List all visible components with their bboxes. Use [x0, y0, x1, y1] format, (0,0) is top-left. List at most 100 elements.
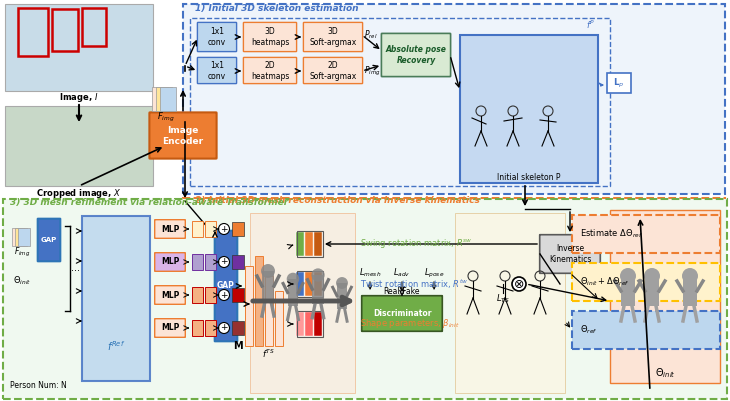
Text: GAP: GAP: [41, 237, 57, 243]
Text: $f^{Ref}$: $f^{Ref}$: [107, 339, 125, 353]
Text: 1) Initial 3D skeleton estimation: 1) Initial 3D skeleton estimation: [195, 4, 358, 12]
Text: $\Theta_{init}+\Delta\Theta_{ref}$: $\Theta_{init}+\Delta\Theta_{ref}$: [580, 276, 630, 288]
Circle shape: [336, 277, 348, 289]
Bar: [683, 276, 697, 306]
Bar: [265, 276, 273, 346]
Text: Shape parameters, $\beta_{init}$: Shape parameters, $\beta_{init}$: [360, 318, 460, 330]
Bar: [610, 210, 720, 383]
Circle shape: [218, 223, 229, 235]
Bar: [460, 35, 598, 183]
Bar: [52, 9, 78, 51]
Bar: [183, 4, 725, 194]
Bar: [275, 291, 283, 346]
Text: +: +: [220, 257, 228, 267]
Text: Person Num: N: Person Num: N: [10, 381, 66, 391]
Bar: [18, 8, 48, 56]
Circle shape: [644, 268, 660, 284]
Bar: [245, 266, 253, 346]
Bar: [305, 312, 313, 336]
Text: M: M: [233, 341, 243, 351]
Text: $L_{mesh}$: $L_{mesh}$: [359, 267, 381, 279]
Text: Estimate $\Delta\Theta_{ref}$: Estimate $\Delta\Theta_{ref}$: [580, 228, 643, 240]
Bar: [82, 8, 106, 46]
Text: Absolute pose
Recovery: Absolute pose Recovery: [385, 45, 447, 65]
Text: Initial skeleton P: Initial skeleton P: [497, 172, 561, 182]
Circle shape: [261, 264, 275, 278]
Bar: [205, 320, 216, 336]
FancyBboxPatch shape: [155, 319, 185, 337]
Text: +: +: [220, 225, 228, 233]
Text: Swing rotation matrix, $R^{sw}$: Swing rotation matrix, $R^{sw}$: [360, 237, 472, 251]
Bar: [337, 283, 347, 308]
Circle shape: [218, 322, 229, 334]
Text: Cropped image, $X$: Cropped image, $X$: [36, 186, 122, 200]
Bar: [15, 228, 27, 246]
Bar: [232, 288, 244, 302]
Text: $F_{img}$: $F_{img}$: [14, 245, 30, 259]
Bar: [3, 199, 727, 399]
Bar: [18, 228, 30, 246]
Text: ...: ...: [71, 263, 80, 273]
Text: $f^{TS}$: $f^{TS}$: [261, 348, 274, 360]
Bar: [232, 255, 244, 269]
Text: +: +: [220, 290, 228, 300]
FancyBboxPatch shape: [197, 57, 237, 83]
Bar: [455, 213, 565, 393]
Text: 3) 3D mesh refinement via relation-aware Transformer: 3) 3D mesh refinement via relation-aware…: [10, 198, 288, 207]
Text: 2) Initial 3D mesh reconstruction via inverse kinematics: 2) Initial 3D mesh reconstruction via in…: [195, 196, 480, 205]
FancyBboxPatch shape: [304, 22, 363, 52]
Text: Inverse
Kinematics: Inverse Kinematics: [549, 244, 591, 264]
Bar: [190, 18, 610, 186]
Bar: [232, 321, 244, 335]
Text: $f^P$: $f^P$: [586, 19, 595, 31]
Bar: [314, 272, 322, 296]
FancyBboxPatch shape: [215, 231, 237, 341]
Text: $\Theta_{init}$: $\Theta_{init}$: [655, 366, 675, 380]
Bar: [232, 222, 244, 236]
Bar: [297, 231, 323, 257]
FancyBboxPatch shape: [243, 22, 296, 52]
Text: GAP: GAP: [217, 282, 235, 290]
Bar: [152, 87, 168, 111]
Bar: [205, 287, 216, 303]
Bar: [255, 256, 263, 346]
Circle shape: [620, 268, 636, 284]
Bar: [296, 272, 304, 296]
Text: +: +: [220, 324, 228, 332]
FancyBboxPatch shape: [155, 286, 185, 304]
Bar: [156, 87, 172, 111]
FancyBboxPatch shape: [304, 57, 363, 83]
Bar: [314, 312, 322, 336]
Bar: [82, 216, 150, 381]
Text: Image
Encoder: Image Encoder: [163, 126, 204, 146]
FancyBboxPatch shape: [243, 57, 296, 83]
Bar: [296, 232, 304, 256]
Bar: [312, 275, 323, 304]
Bar: [296, 312, 304, 336]
Text: $L_{TS}$: $L_{TS}$: [496, 293, 510, 305]
Circle shape: [312, 268, 325, 282]
FancyBboxPatch shape: [155, 220, 185, 238]
FancyBboxPatch shape: [150, 112, 217, 159]
Bar: [5, 4, 153, 91]
Bar: [297, 311, 323, 337]
Text: Twist rotation matrix, $R^{tw}$: Twist rotation matrix, $R^{tw}$: [360, 277, 469, 291]
Text: $L_{pose}$: $L_{pose}$: [424, 266, 444, 279]
Text: 2D
Soft-argmax: 2D Soft-argmax: [310, 61, 357, 81]
Bar: [192, 254, 203, 270]
FancyBboxPatch shape: [539, 235, 600, 273]
Bar: [572, 215, 720, 253]
Bar: [607, 73, 631, 93]
Bar: [12, 228, 24, 246]
FancyBboxPatch shape: [38, 219, 61, 261]
FancyBboxPatch shape: [381, 33, 450, 77]
Bar: [297, 271, 323, 297]
Bar: [305, 232, 313, 256]
FancyBboxPatch shape: [361, 296, 442, 331]
FancyBboxPatch shape: [155, 253, 185, 271]
Text: MLP: MLP: [161, 290, 179, 300]
FancyBboxPatch shape: [197, 22, 237, 52]
Bar: [160, 87, 176, 111]
Text: Real/Fake: Real/Fake: [384, 286, 420, 296]
Circle shape: [218, 257, 229, 267]
